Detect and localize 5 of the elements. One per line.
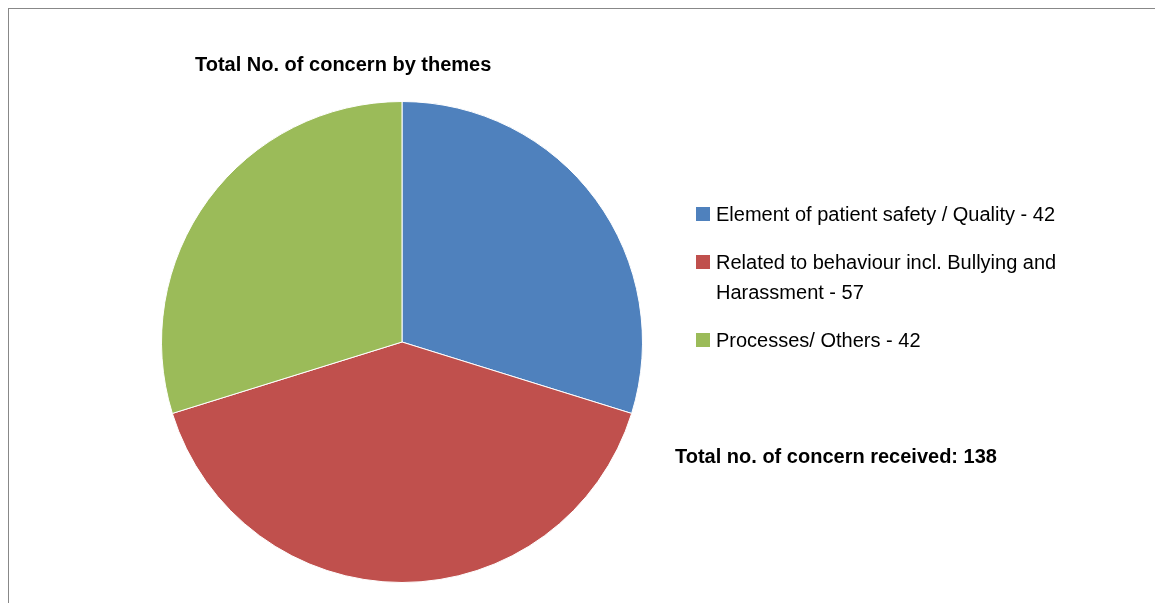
legend-label: Processes/ Others - 42 [716, 328, 921, 353]
text: Total no. of concern received: 138 [675, 445, 997, 468]
legend-label: Related to behaviour incl. Bullying and Harassment - 57 [716, 250, 1058, 305]
chart-title: Total No. of concern by themes [195, 53, 492, 76]
legend-label: Element of patient safety / Quality - 42 [716, 202, 1056, 227]
